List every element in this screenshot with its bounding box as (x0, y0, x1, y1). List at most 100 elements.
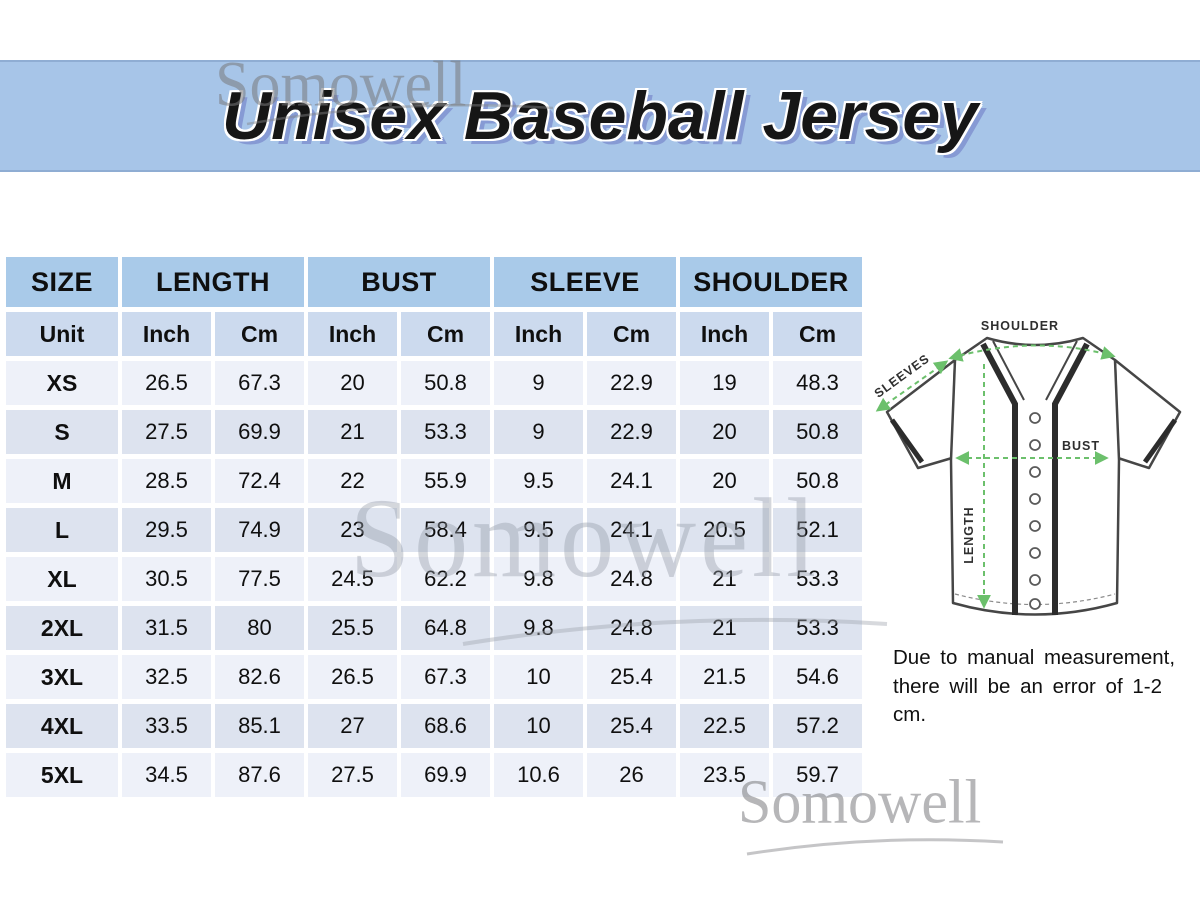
data-cell: 34.5 (122, 753, 211, 797)
size-cell-m: M (6, 459, 118, 503)
measurement-note: Due to manual measurement, there will be… (893, 644, 1193, 730)
size-cell-3xl: 3XL (6, 655, 118, 699)
data-cell: 68.6 (401, 704, 490, 748)
data-cell: 23 (308, 508, 397, 552)
data-cell: 82.6 (215, 655, 304, 699)
data-cell: 26.5 (308, 655, 397, 699)
column-header-sleeve: SLEEVE (494, 257, 676, 307)
data-cell: 80 (215, 606, 304, 650)
data-cell: 27.5 (308, 753, 397, 797)
shoulder-arrow (948, 344, 1116, 362)
unit-cell: Cm (587, 312, 676, 356)
data-cell: 69.9 (401, 753, 490, 797)
data-cell: 19 (680, 361, 769, 405)
jersey-right-piping (1052, 342, 1090, 615)
data-cell: 53.3 (773, 557, 862, 601)
jersey-left-piping (980, 342, 1018, 615)
note-line-1: Due to manual measurement, (893, 646, 1176, 669)
length-label: LENGTH (962, 506, 976, 563)
data-cell: 31.5 (122, 606, 211, 650)
data-cell: 25.4 (587, 655, 676, 699)
jersey-diagram: SHOULDER SLEEVES BUST LENGTH (872, 319, 1182, 616)
size-cell-4xl: 4XL (6, 704, 118, 748)
data-cell: 59.7 (773, 753, 862, 797)
unit-cell: Inch (494, 312, 583, 356)
size-cell-l: L (6, 508, 118, 552)
data-cell: 24.1 (587, 459, 676, 503)
data-cell: 9.8 (494, 606, 583, 650)
data-cell: 50.8 (401, 361, 490, 405)
data-cell: 62.2 (401, 557, 490, 601)
data-cell: 25.5 (308, 606, 397, 650)
data-cell: 48.3 (773, 361, 862, 405)
data-cell: 23.5 (680, 753, 769, 797)
data-cell: 57.2 (773, 704, 862, 748)
data-cell: 24.8 (587, 606, 676, 650)
unit-cell: Inch (308, 312, 397, 356)
data-cell: 21 (308, 410, 397, 454)
data-cell: 64.8 (401, 606, 490, 650)
data-cell: 24.5 (308, 557, 397, 601)
data-cell: 25.4 (587, 704, 676, 748)
data-cell: 52.1 (773, 508, 862, 552)
data-cell: 20 (308, 361, 397, 405)
size-table: SIZE LENGTH BUST SLEEVE SHOULDER Unit Inch Cm In… (6, 257, 862, 797)
jersey-right-cuff-stripe (1142, 418, 1178, 464)
data-cell: 74.9 (215, 508, 304, 552)
data-cell: 20 (680, 410, 769, 454)
unit-cell: Cm (215, 312, 304, 356)
unit-cell: Cm (401, 312, 490, 356)
data-cell: 26.5 (122, 361, 211, 405)
data-cell: 22 (308, 459, 397, 503)
data-cell: 27.5 (122, 410, 211, 454)
data-cell: 24.8 (587, 557, 676, 601)
data-cell: 54.6 (773, 655, 862, 699)
data-cell: 26 (587, 753, 676, 797)
data-cell: 33.5 (122, 704, 211, 748)
page-title: Unisex Baseball Jersey (221, 78, 979, 154)
shoulder-label: SHOULDER (981, 319, 1059, 333)
jersey-left-cuff-stripe (889, 418, 925, 464)
data-cell: 10.6 (494, 753, 583, 797)
data-cell: 55.9 (401, 459, 490, 503)
data-cell: 53.3 (773, 606, 862, 650)
column-header-shoulder: SHOULDER (680, 257, 862, 307)
data-cell: 22.9 (587, 410, 676, 454)
data-cell: 21.5 (680, 655, 769, 699)
data-cell: 77.5 (215, 557, 304, 601)
data-cell: 58.4 (401, 508, 490, 552)
column-header-bust: BUST (308, 257, 490, 307)
data-cell: 9.5 (494, 508, 583, 552)
data-cell: 32.5 (122, 655, 211, 699)
unit-cell: Inch (680, 312, 769, 356)
data-cell: 20.5 (680, 508, 769, 552)
data-cell: 28.5 (122, 459, 211, 503)
size-cell-s: S (6, 410, 118, 454)
data-cell: 50.8 (773, 459, 862, 503)
size-cell-2xl: 2XL (6, 606, 118, 650)
data-cell: 67.3 (215, 361, 304, 405)
data-cell: 87.6 (215, 753, 304, 797)
data-cell: 85.1 (215, 704, 304, 748)
watermark-swoosh-bottom (746, 838, 1004, 856)
column-header-size: SIZE (6, 257, 118, 307)
unit-cell: Inch (122, 312, 211, 356)
size-cell-5xl: 5XL (6, 753, 118, 797)
data-cell: 9.5 (494, 459, 583, 503)
sleeves-arrow (875, 360, 949, 412)
size-cell-xl: XL (6, 557, 118, 601)
column-header-length: LENGTH (122, 257, 304, 307)
data-cell: 27 (308, 704, 397, 748)
data-cell: 20 (680, 459, 769, 503)
data-cell: 22.5 (680, 704, 769, 748)
jersey-right-sleeve (1113, 358, 1182, 470)
unit-row-label: Unit (6, 312, 118, 356)
note-line-2: there will be an error of 1-2 cm. (893, 674, 1162, 727)
data-cell: 10 (494, 704, 583, 748)
data-cell: 9.8 (494, 557, 583, 601)
size-cell-xs: XS (6, 361, 118, 405)
data-cell: 72.4 (215, 459, 304, 503)
data-cell: 22.9 (587, 361, 676, 405)
data-cell: 69.9 (215, 410, 304, 454)
